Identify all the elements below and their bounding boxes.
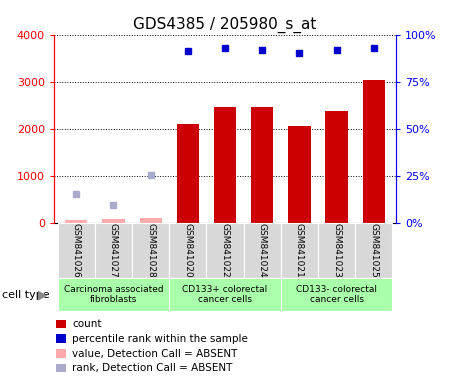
Text: GSM841020: GSM841020 [183,223,192,278]
Bar [132,223,169,278]
Bar [281,223,318,278]
Text: rank, Detection Call = ABSENT: rank, Detection Call = ABSENT [72,363,232,373]
Title: GDS4385 / 205980_s_at: GDS4385 / 205980_s_at [133,17,317,33]
Bar [243,223,281,278]
Text: value, Detection Call = ABSENT: value, Detection Call = ABSENT [72,349,238,359]
Text: GSM841021: GSM841021 [295,223,304,278]
Bar [102,219,125,223]
Text: GSM841025: GSM841025 [369,223,378,278]
Bar [251,108,273,223]
Text: GSM841028: GSM841028 [146,223,155,278]
Text: GSM841023: GSM841023 [332,223,341,278]
Text: Carcinoma associated
fibroblasts: Carcinoma associated fibroblasts [63,285,163,305]
Bar [214,108,236,223]
Text: GSM841024: GSM841024 [258,223,267,278]
Bar [363,80,385,223]
Bar [325,111,348,223]
Bar [355,223,392,278]
Text: CD133+ colorectal
cancer cells: CD133+ colorectal cancer cells [182,285,268,305]
Text: cell type: cell type [2,290,50,300]
Text: count: count [72,319,102,329]
Bar [281,278,392,311]
Bar [207,223,243,278]
Text: GSM841026: GSM841026 [72,223,81,278]
Text: GSM841027: GSM841027 [109,223,118,278]
Bar [318,223,355,278]
Text: GSM841022: GSM841022 [220,223,230,278]
Bar [58,223,95,278]
Bar [288,126,310,223]
Bar [169,223,207,278]
Bar [177,124,199,223]
Bar [140,218,162,223]
Text: CD133- colorectal
cancer cells: CD133- colorectal cancer cells [296,285,377,305]
Bar [169,278,281,311]
Bar [95,223,132,278]
Text: ▶: ▶ [38,288,48,301]
Bar [58,278,169,311]
Bar [65,220,87,223]
Text: percentile rank within the sample: percentile rank within the sample [72,334,248,344]
